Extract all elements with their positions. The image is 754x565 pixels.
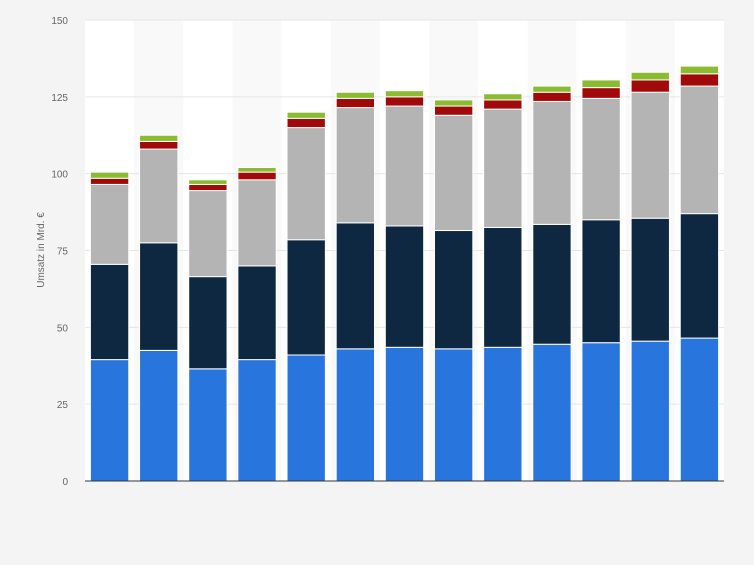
bar-segment bbox=[335, 91, 376, 99]
y-tick-label: 75 bbox=[57, 247, 69, 258]
y-tick-label: 25 bbox=[57, 400, 69, 411]
bar-segment bbox=[532, 100, 572, 225]
bar-segment bbox=[384, 96, 425, 107]
bar-segment bbox=[89, 171, 130, 179]
bar-segment bbox=[335, 348, 376, 482]
bar-segment bbox=[679, 65, 720, 75]
bar-segment bbox=[433, 105, 474, 116]
bar-segment bbox=[286, 111, 326, 119]
y-tick-label: 150 bbox=[51, 16, 68, 27]
bar-segment bbox=[139, 242, 179, 351]
y-tick-label: 100 bbox=[51, 170, 68, 181]
bar-segment bbox=[483, 99, 523, 110]
bar-segment bbox=[237, 359, 277, 482]
bar-segment bbox=[139, 349, 179, 482]
bar-segment bbox=[679, 337, 720, 482]
y-tick-label: 0 bbox=[62, 477, 68, 488]
bar-segment bbox=[89, 263, 130, 361]
bar-segment bbox=[286, 117, 326, 129]
bar-segment bbox=[483, 226, 523, 348]
bar-segment bbox=[433, 99, 474, 107]
bar-segment bbox=[286, 239, 326, 356]
bar-segment bbox=[384, 105, 425, 227]
bar-segment bbox=[630, 79, 670, 93]
bar-segment bbox=[89, 359, 130, 482]
bar-segment bbox=[532, 85, 572, 93]
y-axis-ticks: 0 25 50 75 100 125 150 bbox=[51, 16, 68, 488]
bar-segment bbox=[679, 213, 720, 339]
bar-segment bbox=[335, 222, 376, 350]
bar-segment bbox=[188, 179, 228, 185]
bar-segment bbox=[433, 348, 474, 482]
y-tick-label: 125 bbox=[51, 93, 68, 104]
bar-segment bbox=[188, 190, 228, 278]
bar-segment bbox=[89, 177, 130, 185]
bar-segment bbox=[630, 217, 670, 342]
y-axis-label: Umsatz in Mrd. € bbox=[36, 212, 47, 288]
bar-segment bbox=[483, 346, 523, 482]
bar-segment bbox=[581, 87, 621, 99]
bar-segment bbox=[139, 134, 179, 142]
bar-segment bbox=[433, 114, 474, 232]
bar-segment bbox=[188, 276, 228, 370]
bar-segment bbox=[532, 343, 572, 482]
bar-segment bbox=[139, 148, 179, 244]
bar-segment bbox=[630, 340, 670, 482]
bar-segment bbox=[532, 223, 572, 345]
bar-segment bbox=[384, 90, 425, 98]
bar-segment bbox=[188, 183, 228, 192]
bar-segment bbox=[679, 85, 720, 215]
bar-segment bbox=[286, 354, 326, 482]
bar-segment bbox=[581, 79, 621, 89]
bar-segment bbox=[581, 342, 621, 482]
y-tick-label: 50 bbox=[57, 323, 69, 334]
bar-segment bbox=[188, 368, 228, 482]
bar-segment bbox=[384, 346, 425, 482]
bars bbox=[89, 65, 720, 482]
bar-segment bbox=[335, 97, 376, 109]
bar-segment bbox=[630, 91, 670, 219]
bar-segment bbox=[286, 127, 326, 241]
bar-segment bbox=[433, 230, 474, 350]
bar-segment bbox=[335, 107, 376, 224]
bar-segment bbox=[139, 140, 179, 150]
bar-segment bbox=[532, 91, 572, 102]
bar-segment bbox=[483, 93, 523, 101]
bar-segment bbox=[630, 71, 670, 81]
bar-segment bbox=[237, 265, 277, 361]
bar-segment bbox=[89, 183, 130, 265]
bar-segment bbox=[581, 97, 621, 221]
bar-segment bbox=[581, 219, 621, 344]
bar-segment bbox=[483, 108, 523, 228]
bar-segment bbox=[237, 179, 277, 267]
bar-segment bbox=[237, 167, 277, 173]
bar-segment bbox=[679, 73, 720, 87]
bar-segment bbox=[384, 225, 425, 348]
bar-segment bbox=[237, 171, 277, 181]
